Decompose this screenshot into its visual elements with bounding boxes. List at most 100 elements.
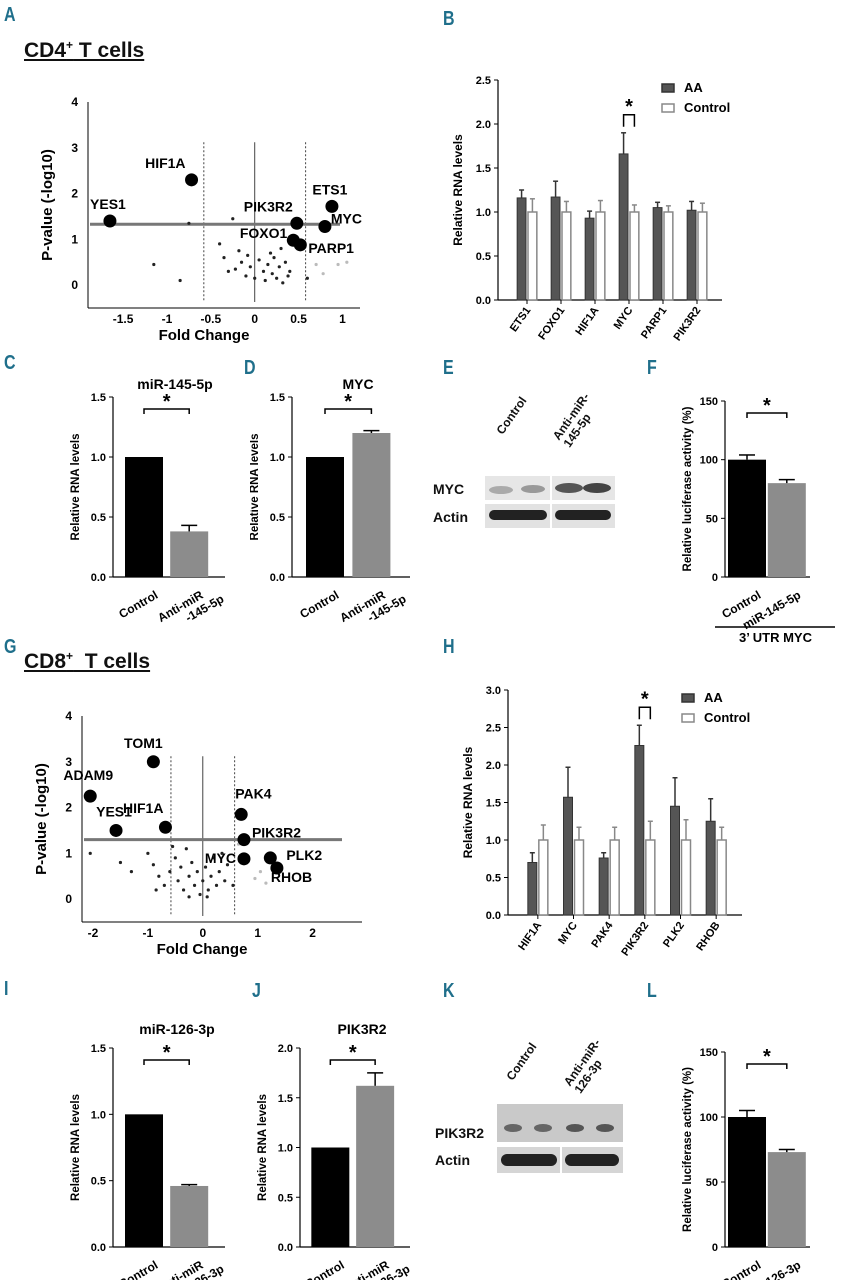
significance-star: * (349, 1042, 357, 1064)
gene-label-foxo1: FOXO1 (240, 225, 288, 241)
y-tick-label: 50 (706, 1177, 718, 1189)
highlight-point-myc (237, 852, 251, 866)
x-tick-label: RHOB (694, 920, 722, 953)
significance-bracket (324, 408, 373, 414)
data-point (192, 883, 197, 887)
bar-mir-145-5p (767, 483, 806, 577)
data-point (146, 851, 150, 855)
y-axis-label: Relative RNA levels (70, 434, 82, 541)
y-tick-label: 1.0 (91, 1109, 106, 1121)
x-tick-label: MYC (612, 305, 636, 332)
panel-letter-d: D (244, 357, 256, 379)
y-tick-label: 1.0 (91, 452, 106, 464)
x-tick-label: -1 (143, 926, 154, 940)
data-point (314, 262, 318, 267)
significance-star: * (763, 395, 771, 417)
y-tick-label: 3 (65, 755, 72, 769)
y-tick-label: 1.5 (486, 798, 501, 810)
x-tick-label: HIF1A (516, 920, 544, 953)
highlight-point-pik3r2 (237, 833, 251, 847)
bar-control-hif1a (538, 839, 549, 916)
x-tick-label: PARP1 (639, 305, 669, 341)
data-point (237, 249, 241, 253)
x-tick-label: -1.5 (113, 312, 134, 326)
gene-label-plk2: PLK2 (286, 847, 322, 863)
highlight-point-adam9 (83, 789, 97, 803)
data-point (168, 870, 172, 874)
x-axis-label: Fold Change (159, 327, 250, 344)
bar-aa-parp1 (652, 207, 663, 301)
legend-label-control: Control (704, 710, 750, 725)
blot-e-image (485, 476, 615, 528)
y-tick-label: 2 (65, 801, 72, 815)
bar-anti-mir-126-3p (356, 1085, 395, 1247)
gene-label-yes1: YES1 (90, 196, 126, 212)
y-tick-label: 4 (71, 95, 78, 109)
y-tick-label: 0 (71, 278, 78, 292)
bar-control-myc (629, 211, 640, 301)
blot-e-lane-control: Control (493, 394, 530, 437)
significance-bracket (143, 1059, 190, 1065)
y-axis-label: Relative RNA levels (257, 1094, 269, 1201)
y-tick-label: 0.5 (91, 1176, 106, 1188)
section-title-cd8: CD8+ T cells (24, 649, 151, 673)
x-tick-label-control: Control (303, 1258, 347, 1280)
y-axis-label: Relative RNA levels (70, 1094, 82, 1201)
bar-aa-plk2 (670, 805, 680, 916)
panel-letter-h: H (443, 636, 455, 658)
data-point (288, 269, 292, 273)
data-point (246, 253, 250, 257)
data-point (253, 876, 257, 881)
x-tick-label: PLK2 (661, 920, 687, 950)
bar-aa-myc (563, 796, 573, 916)
gene-label-hif1a: HIF1A (123, 800, 163, 816)
highlight-point-ets1 (325, 199, 339, 213)
bar-aa-hif1a (584, 217, 595, 301)
x-tick-label-control: Control (116, 588, 160, 621)
gene-label-rhob: RHOB (271, 869, 312, 885)
significance-star: * (641, 688, 649, 710)
y-axis-label: Relative luciferase activity (%) (682, 1067, 694, 1232)
data-point (217, 870, 221, 874)
x-tick-label: MYC (556, 920, 580, 947)
panel-letter-g: G (4, 636, 17, 658)
y-tick-label: 0.5 (91, 512, 106, 524)
y-tick-label: 1.5 (91, 1043, 106, 1055)
data-point (118, 860, 123, 865)
bar-control-hif1a (595, 211, 606, 301)
legend-label-aa: AA (704, 690, 723, 705)
data-point (277, 265, 281, 269)
gene-label-pik3r2: PIK3R2 (244, 198, 293, 214)
y-axis-label: Relative RNA levels (461, 746, 475, 858)
data-point (266, 262, 270, 267)
data-point (231, 883, 235, 887)
gene-label-tom1: TOM1 (124, 735, 163, 751)
data-point (176, 879, 180, 883)
data-point (184, 847, 188, 851)
chart-title: miR-126-3p (139, 1021, 214, 1037)
blot-e-row-myc: MYC (433, 481, 465, 497)
data-point (226, 269, 230, 273)
bar-control-ets1 (527, 211, 538, 301)
data-point (198, 892, 202, 897)
highlight-point-tom1 (146, 755, 160, 769)
y-tick-label: 1.0 (486, 835, 501, 847)
blot-k-lane-control: Control (503, 1040, 540, 1083)
data-point (279, 246, 283, 251)
bar-control-plk2 (680, 839, 692, 916)
y-tick-label: 0.0 (278, 1242, 293, 1254)
data-point (336, 262, 340, 267)
y-tick-label: 1.5 (476, 163, 491, 175)
data-point (275, 276, 279, 280)
x-tick-label-control: Control (719, 1258, 763, 1280)
y-axis-label: P-value (-log10) (33, 763, 50, 875)
data-point (187, 895, 191, 899)
x-tick-label: PIK3R2 (672, 305, 704, 343)
y-tick-label: 1.0 (476, 207, 491, 219)
x-axis-label: Fold Change (157, 941, 248, 958)
gene-label-ets1: ETS1 (312, 181, 347, 197)
y-tick-label: 2.5 (486, 723, 501, 735)
y-tick-label: 2.0 (476, 119, 491, 131)
